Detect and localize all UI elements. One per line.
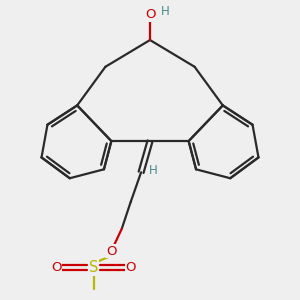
Text: O: O bbox=[145, 8, 155, 21]
Text: O: O bbox=[51, 261, 62, 274]
Text: O: O bbox=[125, 261, 136, 274]
Text: O: O bbox=[106, 244, 117, 258]
Text: S: S bbox=[89, 260, 98, 275]
Text: H: H bbox=[149, 164, 158, 177]
Text: H: H bbox=[161, 5, 170, 18]
